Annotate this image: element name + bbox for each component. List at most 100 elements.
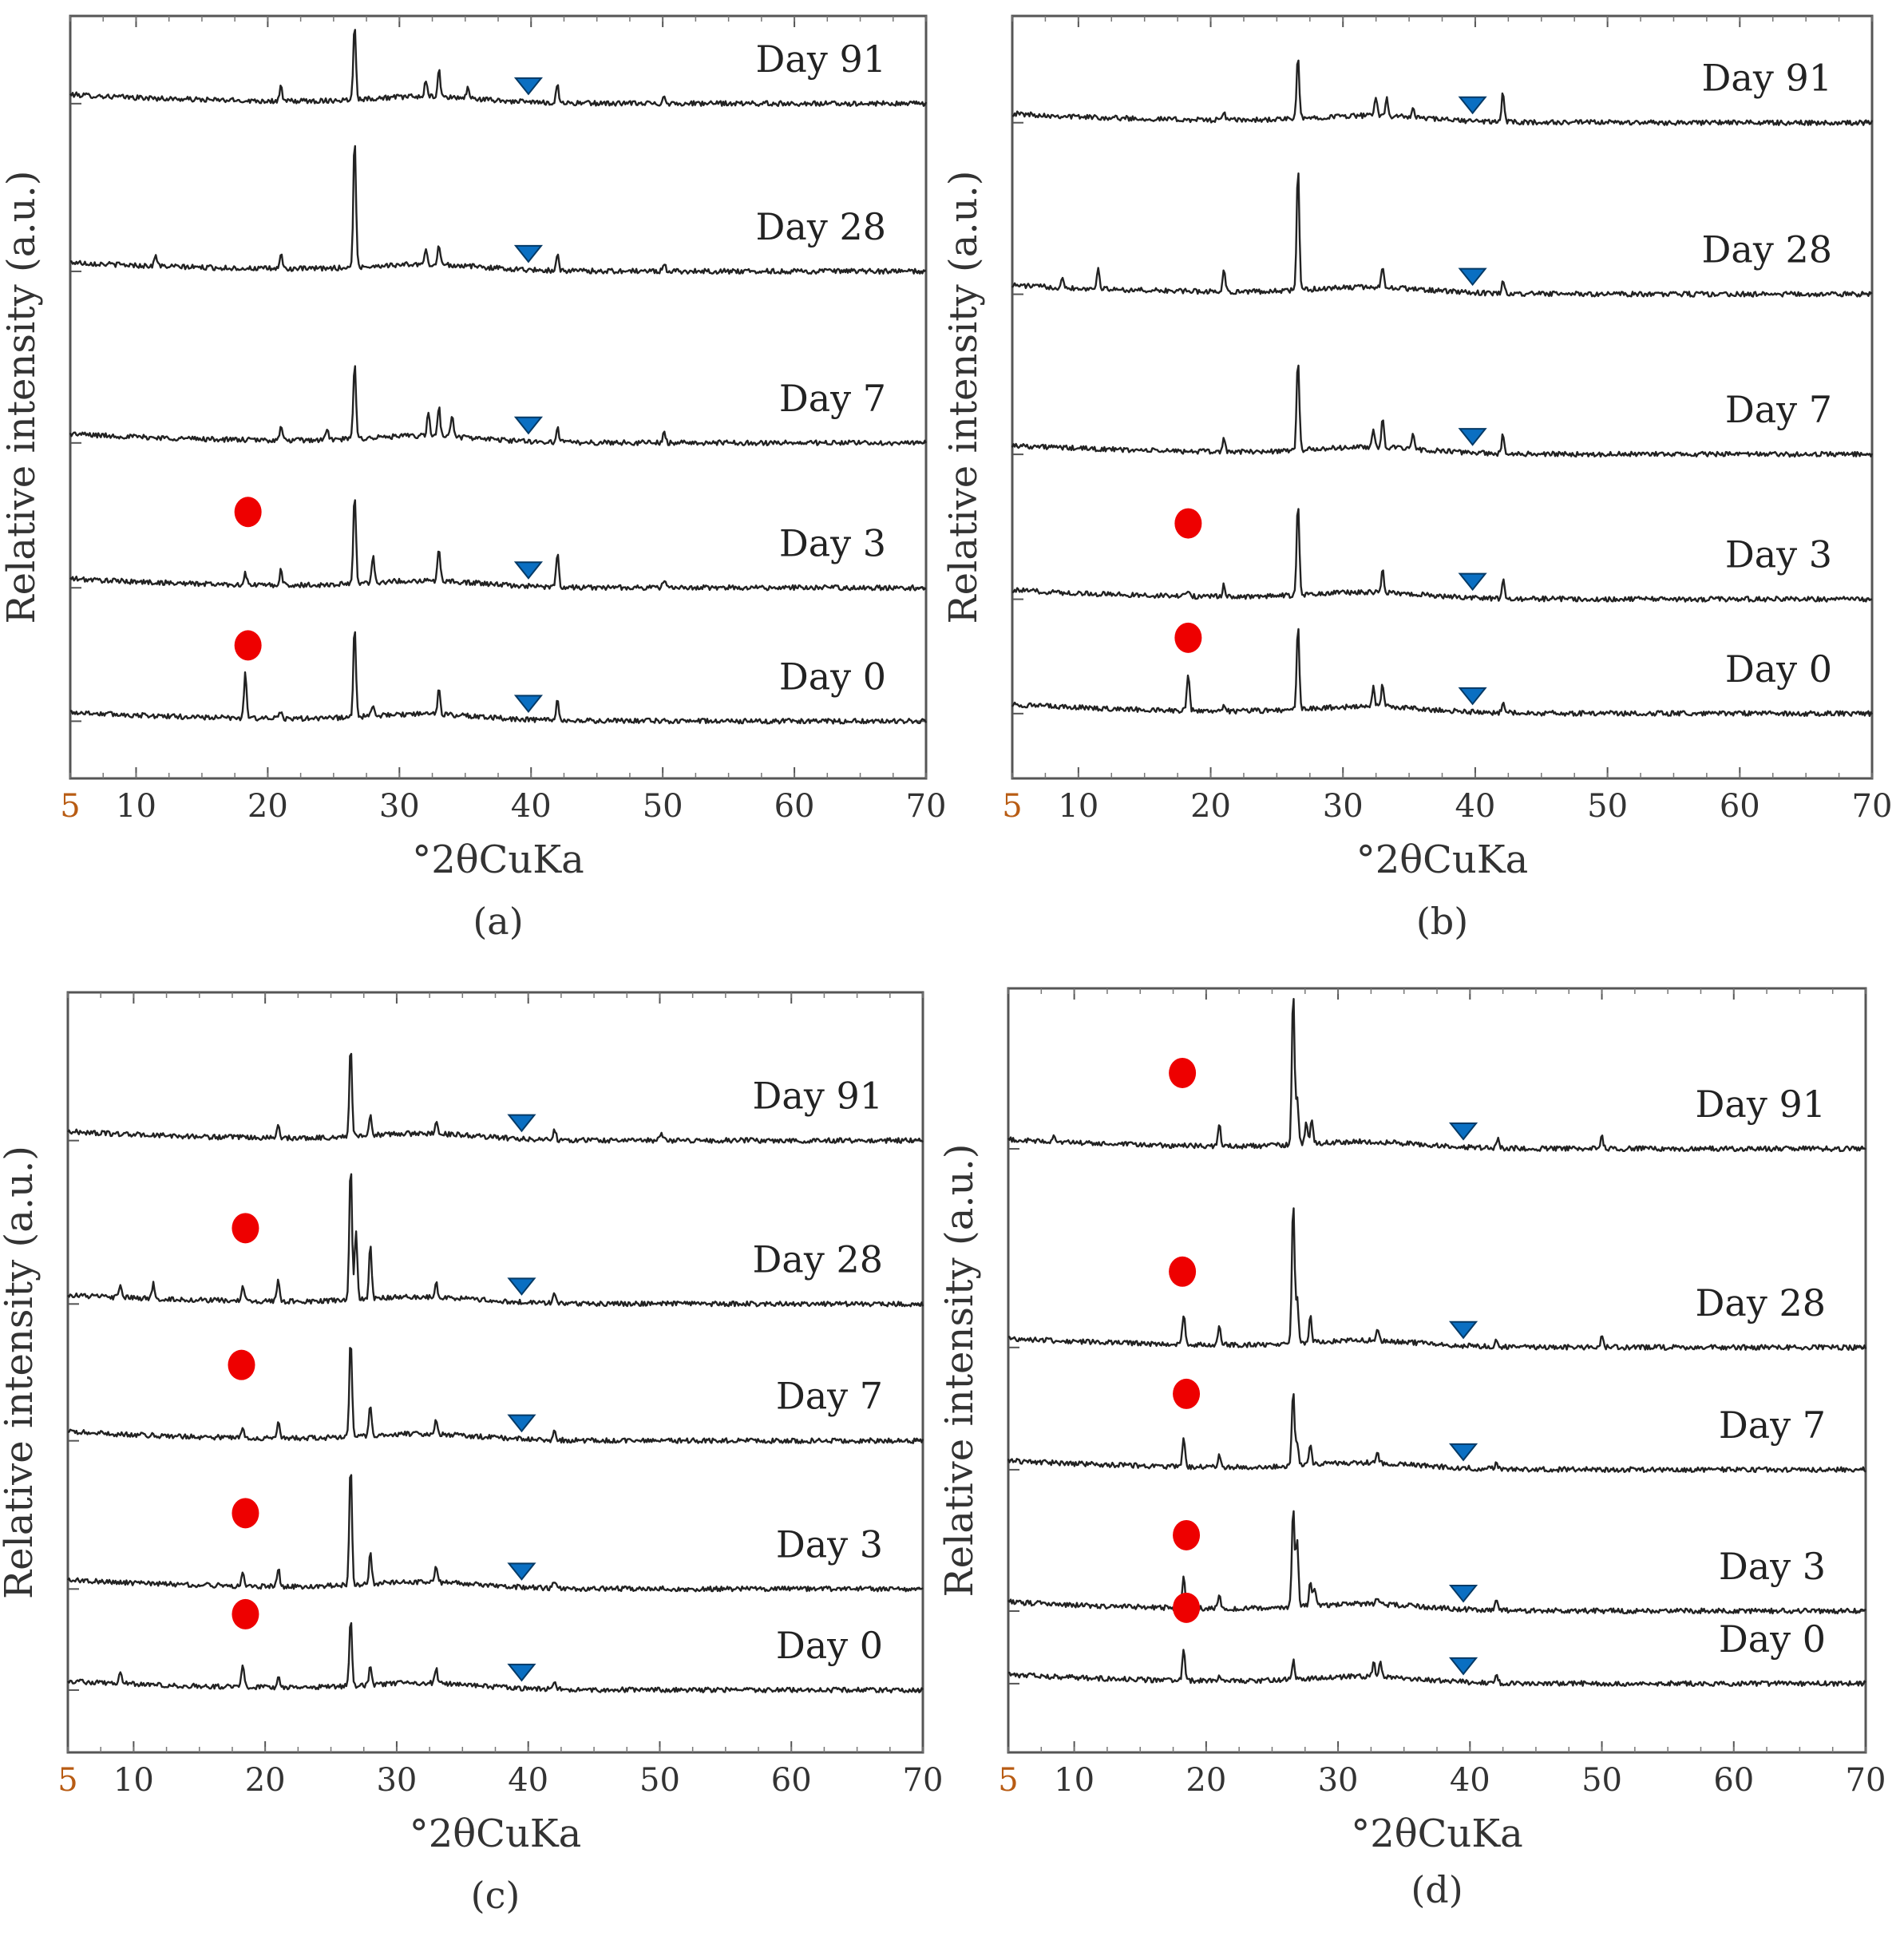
triangle-marker — [1458, 687, 1487, 706]
circle-marker — [1173, 1519, 1201, 1550]
x-axis-label: °2θCuKa — [410, 1811, 582, 1856]
series-line — [68, 1347, 924, 1444]
triangle-marker — [1458, 428, 1487, 446]
triangle-marker — [507, 1663, 536, 1682]
circle-marker — [1174, 622, 1202, 653]
triangle-marker — [513, 561, 544, 580]
series-label: Day 0 — [1725, 647, 1832, 691]
series-line — [67, 1173, 924, 1308]
x-tick-label: 10 — [1058, 788, 1098, 825]
series-line — [69, 365, 928, 446]
x-tick-label: 40 — [1455, 788, 1495, 825]
panel-caption: (a) — [473, 900, 523, 943]
x-tick-label: 40 — [1450, 1762, 1490, 1799]
panel-caption: (d) — [1411, 1868, 1463, 1911]
series-line — [1007, 998, 1866, 1153]
series-label: Day 3 — [1719, 1545, 1826, 1588]
triangle-marker — [1448, 1657, 1478, 1676]
circle-marker — [232, 1213, 259, 1244]
series-line — [1011, 364, 1874, 458]
series-label: Day 0 — [1719, 1617, 1826, 1661]
circle-marker — [228, 1349, 255, 1380]
x-tick-label: 20 — [1186, 1762, 1226, 1799]
x-axis-label: °2θCuKa — [1351, 1811, 1523, 1856]
x-tick-label: 60 — [1720, 788, 1760, 825]
series-label: Day 91 — [756, 38, 886, 81]
triangle-marker — [1448, 1584, 1478, 1603]
series-label: Day 3 — [776, 1522, 883, 1566]
series-line — [1011, 172, 1873, 298]
y-axis-label: Relative intensity (a.u.) — [941, 171, 986, 624]
x-tick-label: 5 — [1002, 788, 1022, 825]
x-tick-label: 50 — [643, 788, 683, 825]
x-tick-label: 40 — [508, 1762, 548, 1799]
y-axis-label: Relative intensity (a.u.) — [937, 1144, 982, 1598]
x-tick-label: 60 — [1713, 1762, 1754, 1799]
circle-marker — [1174, 508, 1202, 539]
triangle-marker — [1448, 1122, 1478, 1141]
panel-caption: (c) — [471, 1874, 521, 1917]
circle-marker — [1169, 1057, 1197, 1088]
series-line — [1011, 508, 1873, 603]
triangle-marker — [1458, 267, 1487, 287]
triangle-marker — [513, 695, 544, 713]
series-line — [1012, 59, 1874, 126]
triangle-marker — [513, 416, 544, 435]
triangle-marker — [1448, 1443, 1478, 1462]
x-tick-label: 30 — [1323, 788, 1364, 825]
triangle-marker — [513, 77, 544, 96]
circle-marker — [234, 497, 262, 528]
circle-marker — [1173, 1592, 1201, 1623]
triangle-marker — [1458, 96, 1487, 115]
chart-panel: 5 10 20 30 40 50 60 70 °2θCuKa Relative intensity… — [941, 14, 1892, 943]
x-axis-label: °2θCuKa — [1356, 837, 1529, 882]
series-label: Day 7 — [776, 1375, 883, 1418]
circle-marker — [232, 1598, 259, 1629]
x-tick-label: 5 — [57, 1762, 77, 1799]
series-label: Day 3 — [779, 521, 886, 564]
series-label: Day 0 — [776, 1624, 883, 1667]
circle-marker — [232, 1498, 259, 1529]
circle-marker — [1169, 1256, 1197, 1287]
series-label: Day 7 — [1719, 1404, 1826, 1447]
triangle-marker — [1458, 572, 1487, 592]
x-tick-label: 10 — [116, 788, 156, 825]
circle-marker — [1173, 1378, 1201, 1409]
series-label: Day 28 — [756, 205, 886, 248]
x-tick-label: 50 — [1581, 1762, 1622, 1799]
x-tick-label: 70 — [906, 788, 947, 825]
x-tick-label: 20 — [245, 1762, 286, 1799]
x-tick-label: 5 — [998, 1762, 1018, 1799]
series-line — [1011, 628, 1874, 717]
series-line — [69, 145, 927, 275]
x-tick-label: 50 — [639, 1762, 680, 1799]
y-axis-label: Relative intensity (a.u.) — [0, 1146, 42, 1599]
x-tick-label: 40 — [511, 788, 552, 825]
series-label: Day 28 — [1696, 1281, 1826, 1324]
series-label: Day 91 — [1702, 57, 1832, 100]
chart-panel: 5 10 20 30 40 50 60 70 °2θCuKa Relative intensity… — [0, 991, 943, 1917]
series-line — [1007, 1510, 1866, 1615]
x-axis-label: °2θCuKa — [412, 837, 584, 882]
chart-panel: 5 10 20 30 40 50 60 70 °2θCuKa Relative intensity… — [0, 14, 947, 943]
x-tick-label: 30 — [379, 788, 420, 825]
series-line — [67, 1621, 924, 1694]
series-line — [67, 1052, 924, 1144]
x-tick-label: 10 — [1054, 1762, 1095, 1799]
triangle-marker — [513, 244, 544, 263]
x-tick-label: 30 — [376, 1762, 417, 1799]
series-label: Day 7 — [779, 377, 886, 420]
series-label: Day 91 — [1696, 1083, 1826, 1126]
series-line — [69, 29, 928, 107]
triangle-marker — [507, 1114, 536, 1133]
x-tick-label: 30 — [1318, 1762, 1359, 1799]
triangle-marker — [507, 1562, 536, 1581]
chart-panel: 5 10 20 30 40 50 60 70 °2θCuKa Relative intensity… — [937, 987, 1886, 1911]
series-label: Day 91 — [753, 1075, 883, 1118]
x-tick-label: 70 — [1846, 1762, 1886, 1799]
series-label: Day 28 — [753, 1237, 883, 1281]
series-line — [69, 499, 927, 592]
circle-marker — [234, 630, 262, 661]
series-label: Day 0 — [779, 655, 886, 698]
